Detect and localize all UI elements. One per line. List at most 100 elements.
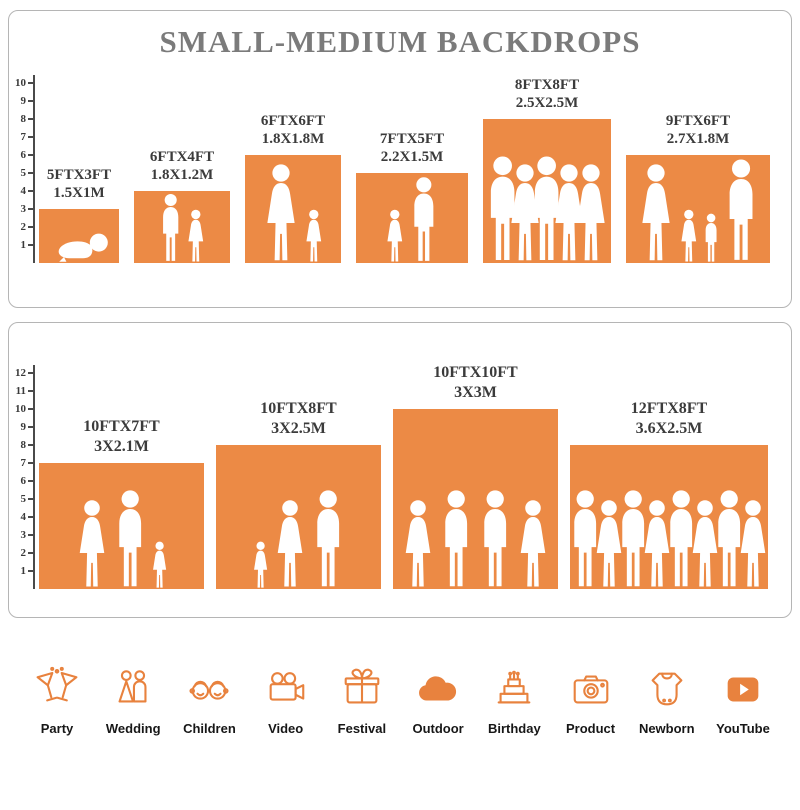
woman-silhouette-icon [735,499,771,589]
man-silhouette-icon [158,193,183,263]
people-silhouettes [626,158,770,263]
axis-tick-label: 3 [20,203,27,216]
birthday-icon [497,670,531,704]
axis-tick-label: 1 [20,239,27,252]
backdrop-column: 9FTX6FT 2.7X1.8M [626,112,770,264]
axis-tick-mark [28,100,33,103]
people-silhouettes [245,163,341,263]
backdrop-size-label: 9FTX6FT 2.7X1.8M [665,112,731,148]
baby-silhouette-icon [46,227,112,263]
bars-group-small: 5FTX3FT 1.5X1M 6FTX4FT 1.8X1.2M 6FTX6FT 1.8X1… [39,76,770,264]
category-label: Newborn [638,721,695,736]
category-product: Product [558,666,624,736]
axis-tick-mark [28,226,33,229]
people-silhouettes [134,193,230,263]
axis-tick-mark [28,172,33,175]
axis-tick-mark [28,570,33,572]
category-label: Party [40,721,74,736]
small-medium-panel: SMALL-MEDIUM BACKDROPS 1 2 3 4 5 6 7 8 9 10 5FTX3… [8,10,792,308]
axis-tick: 10 [15,77,33,89]
axis-tick-label: 5 [20,493,27,505]
y-axis-ruler: 1 2 3 4 5 6 7 8 9 10 11 12 [13,365,35,589]
category-children: Children [176,666,242,736]
axis-tick-label: 6 [20,149,27,162]
man-silhouette-icon [408,176,440,263]
woman-silhouette-icon [400,499,436,589]
category-youtube: YouTube [710,666,776,736]
backdrop-column: 10FTX10FT 3X3M [393,363,558,589]
category-label: Birthday [487,721,541,736]
video-icon [269,672,304,701]
category-wedding: Wedding [100,666,166,736]
people-silhouettes [393,489,558,589]
backdrop-size-label: 6FTX6FT 1.8X1.8M [260,112,326,148]
axis-tick-mark [28,372,33,374]
backdrop-size-label: 12FTX8FT 3.6X2.5M [630,400,708,437]
page-title: SMALL-MEDIUM BACKDROPS [159,24,641,59]
backdrop-size-label: 8FTX8FT 2.5X2.5M [514,76,580,112]
axis-tick: 9 [20,421,33,433]
y-axis-ruler: 1 2 3 4 5 6 7 8 9 10 [13,75,35,264]
people-silhouettes [570,489,768,589]
backdrop-column: 10FTX7FT 3X2.1M [39,417,204,589]
category-label: Children [183,721,236,736]
axis-tick-mark [28,552,33,554]
backdrop-bar [245,155,341,264]
axis-tick: 5 [20,167,33,180]
axis-tick: 9 [20,95,33,108]
backdrop-bar [39,209,119,264]
axis-tick: 8 [20,439,33,451]
axis-tick-mark [28,498,33,500]
axis-tick: 5 [20,493,33,505]
category-outdoor: Outdoor [405,666,471,736]
axis-tick: 1 [20,239,33,252]
axis-tick-mark [28,534,33,536]
axis-tick: 3 [21,529,33,541]
axis-tick-label: 2 [20,547,27,559]
axis-tick-label: 12 [15,367,26,379]
axis-tick: 6 [21,475,33,487]
axis-tick-label: 4 [20,511,27,523]
woman-silhouette-icon [571,163,611,263]
woman-silhouette-icon [636,163,676,263]
axis-tick-mark [28,390,33,392]
axis-tick-label: 8 [20,439,27,451]
axis-tick-mark [28,462,33,464]
backdrop-chart-small: 1 2 3 4 5 6 7 8 9 10 5FTX3FT 1.5X1M 6FTX4FT 1.8X1.2M… [13,65,785,264]
axis-tick-label: 11 [15,385,26,397]
axis-tick-label: 1 [20,565,27,577]
girl-silhouette-icon [150,541,169,589]
axis-tick: 12 [15,367,33,379]
axis-tick: 1 [20,565,33,577]
woman-silhouette-icon [272,499,308,589]
backdrop-column: 12FTX8FT 3.6X2.5M [570,399,768,589]
youtube-icon [727,677,759,702]
axis-tick-mark [28,136,33,139]
people-silhouettes [216,489,381,589]
wedding-icon [118,670,147,703]
axis-tick: 2 [20,547,33,559]
girl-silhouette-icon [251,541,270,589]
product-icon [573,675,608,704]
backdrop-size-label: 5FTX3FT 1.5X1M [46,166,112,202]
backdrop-size-label: 10FTX10FT 3X3M [433,364,518,401]
backdrop-bar [570,445,768,589]
girl-silhouette-icon [185,209,207,263]
axis-tick-mark [28,154,33,157]
axis-tick-label: 5 [20,167,27,180]
axis-tick-label: 9 [20,421,27,433]
girl-silhouette-icon [678,209,700,263]
backdrop-bar [483,119,611,264]
backdrop-bar [39,463,204,589]
axis-tick-label: 4 [20,185,27,198]
category-row: Party Wedding Children Video [24,666,776,736]
axis-tick-label: 7 [20,131,27,144]
axis-tick: 7 [20,131,33,144]
axis-tick-label: 9 [20,95,27,108]
axis-tick: 8 [21,113,33,125]
axis-tick-label: 10 [15,403,26,415]
man-silhouette-icon [438,489,474,589]
backdrop-chart-large: 1 2 3 4 5 6 7 8 9 10 11 12 10FTX7FT 3X2.1M 10FTX8FT 3X… [13,361,785,589]
category-newborn: Newborn [634,666,700,736]
axis-tick-mark [28,480,33,482]
